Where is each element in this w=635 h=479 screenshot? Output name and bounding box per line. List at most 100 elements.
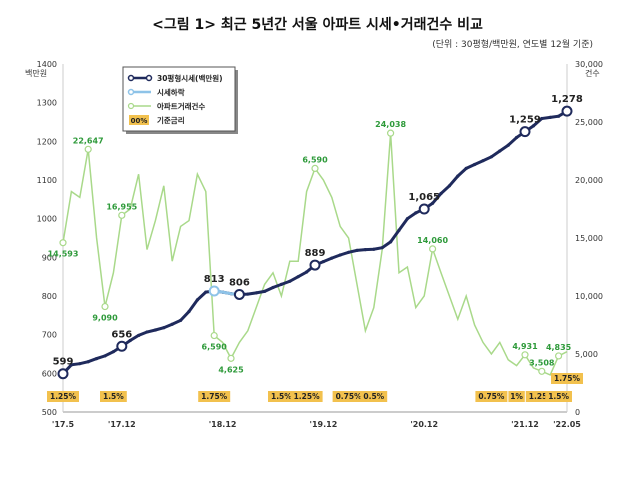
legend-rate-swatch	[129, 115, 149, 125]
price-point	[330, 256, 334, 260]
price-point	[431, 201, 435, 205]
price-data-label: 1,278	[551, 94, 583, 105]
price-point	[86, 360, 90, 364]
legend-decline-marker	[127, 88, 135, 96]
price-point	[456, 174, 460, 178]
price-point	[246, 292, 250, 296]
price-point	[355, 248, 359, 252]
legend-label: 30평형시세(백만원)	[157, 73, 223, 83]
price-point	[78, 362, 82, 366]
x-tick-label: '18.12	[209, 420, 237, 429]
price-point	[380, 246, 384, 250]
interest-rate-label: 0.75%	[336, 392, 363, 401]
volume-marker	[311, 164, 319, 172]
price-point	[296, 275, 300, 279]
volume-marker	[118, 211, 126, 219]
left-tick-label: 800	[42, 292, 57, 301]
right-tick-label: 20,000	[575, 176, 603, 185]
price-point	[515, 135, 519, 140]
price-point	[162, 326, 166, 330]
x-tick-label: '17.5	[52, 420, 75, 429]
price-marker	[309, 259, 321, 271]
volume-marker	[84, 145, 92, 153]
left-tick-label: 1300	[37, 99, 57, 108]
interest-rate-box	[100, 391, 127, 402]
interest-rate-box	[198, 391, 231, 402]
price-marker	[561, 105, 573, 117]
price-data-label: 806	[229, 277, 250, 288]
price-point	[498, 149, 502, 153]
price-point	[145, 330, 149, 334]
volume-data-label: 4,931	[512, 342, 538, 351]
price-point	[347, 250, 351, 254]
volume-marker	[554, 352, 563, 360]
price-point	[305, 270, 309, 274]
legend-rate-swatch-text: 00%	[131, 117, 148, 125]
price-point	[473, 162, 477, 167]
price-point	[389, 240, 393, 244]
price-point	[405, 217, 409, 221]
left-tick-label: 1200	[37, 137, 57, 146]
price-data-label: 1,259	[509, 115, 541, 126]
volume-marker	[210, 331, 218, 340]
chart-subtitle: (단위 : 30평형/백만원, 연도별 12월 기준)	[432, 40, 593, 50]
interest-rate-box	[332, 391, 365, 402]
price-point	[447, 184, 451, 188]
price-point	[363, 248, 367, 252]
volume-data-label: 14,060	[417, 236, 448, 245]
interest-rate-label: 0.5%	[363, 392, 384, 401]
interest-rate-label: 1.25%	[294, 392, 321, 401]
volume-data-label: 24,038	[375, 120, 406, 129]
price-marker	[116, 340, 128, 352]
volume-data-label: 14,593	[48, 250, 79, 259]
interest-rate-box	[47, 391, 79, 402]
interest-rate-label: 1%	[510, 392, 523, 401]
interest-rate-box	[360, 391, 388, 402]
price-point	[279, 282, 283, 286]
interest-rate-label: 1.25%	[529, 392, 556, 401]
volume-data-label: 6,590	[202, 343, 228, 352]
interest-rate-label: 1.5%	[103, 392, 124, 401]
left-tick-label: 1400	[37, 60, 57, 69]
price-point	[481, 159, 485, 163]
volume-data-label: 9,090	[92, 314, 118, 323]
interest-rate-label: 1.75%	[554, 374, 581, 383]
price-marker	[519, 126, 531, 138]
left-tick-label: 700	[42, 331, 57, 340]
x-tick-label: '22.05	[553, 420, 581, 429]
price-point	[540, 116, 544, 121]
right-tick-label: 25,000	[575, 118, 603, 127]
volume-marker	[101, 302, 109, 311]
price-point	[506, 143, 510, 147]
price-data-label: 599	[53, 357, 74, 368]
chart-title: <그림 1> 최근 5년간 서울 아파트 시세•거래건수 비교	[152, 17, 483, 33]
price-point	[95, 357, 99, 361]
price-point	[531, 124, 536, 128]
left-tick-label: 1000	[37, 215, 57, 224]
price-point	[557, 114, 561, 118]
price-point	[111, 350, 115, 354]
price-point	[103, 354, 107, 358]
volume-marker	[227, 354, 235, 362]
legend-label: 기준금리	[157, 115, 185, 125]
x-tick-label: '19.12	[310, 420, 338, 429]
price-point	[187, 309, 191, 314]
legend-price-marker	[145, 74, 153, 82]
interest-rate-label: 1.5%	[271, 392, 292, 401]
interest-rate-box	[268, 391, 295, 402]
price-point	[170, 322, 174, 326]
x-tick-label: '17.12	[108, 420, 136, 429]
price-point	[439, 191, 443, 196]
left-axis-unit: 백만원	[25, 68, 47, 78]
left-tick-label: 1100	[37, 176, 57, 185]
price-point	[254, 291, 258, 295]
price-point	[153, 328, 157, 332]
right-tick-label: 0	[575, 408, 580, 417]
price-point	[69, 363, 73, 367]
left-tick-label: 500	[42, 408, 57, 417]
x-tick-label: '20.12	[410, 420, 438, 429]
price-data-label: 656	[111, 329, 132, 340]
volume-marker	[521, 351, 529, 359]
right-tick-label: 15,000	[575, 234, 603, 243]
